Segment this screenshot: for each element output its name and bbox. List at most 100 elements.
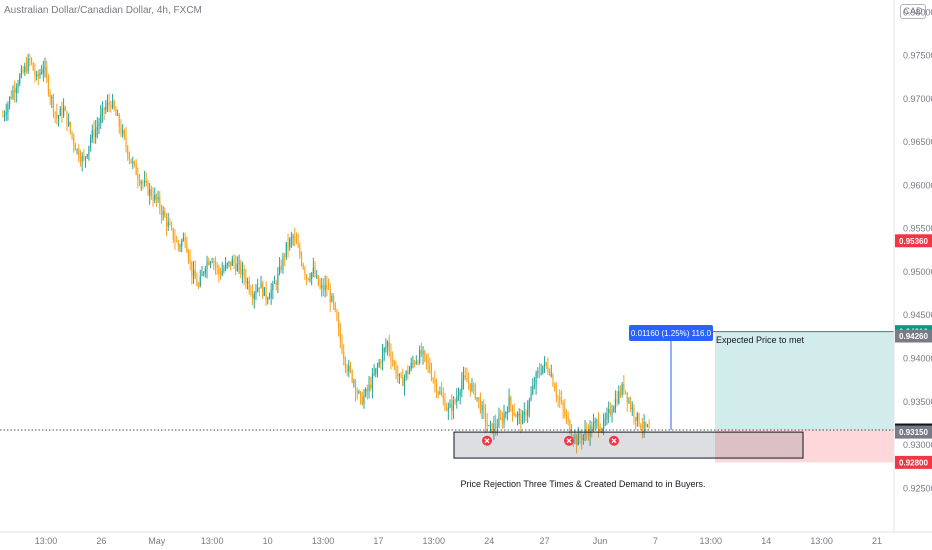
candle-body [441, 391, 443, 396]
candle-body [597, 420, 600, 430]
loss-zone [715, 430, 894, 463]
x-tick-label: 10 [263, 536, 273, 546]
candle-body [387, 342, 389, 347]
candle-body [24, 66, 26, 73]
candle-body [537, 371, 539, 373]
candle-body [83, 155, 85, 159]
candle-body [145, 180, 147, 183]
candle-body [636, 413, 638, 421]
candle-body [506, 412, 508, 414]
candle-body [633, 407, 635, 418]
candle-body [59, 108, 61, 117]
x-tick-label: 17 [373, 536, 383, 546]
candle-body [393, 362, 395, 366]
candle-body [538, 371, 541, 374]
candle-body [474, 384, 476, 399]
price-tag-box [895, 425, 932, 439]
candle-body [390, 351, 392, 360]
candle-body [14, 90, 16, 93]
candle-body [447, 407, 449, 411]
candle-body [155, 194, 157, 200]
candle-body [5, 112, 7, 115]
candle-body [640, 425, 642, 428]
candle-body [545, 362, 547, 367]
candle-body [365, 388, 367, 396]
candle-body [454, 400, 456, 403]
candle-body [351, 370, 353, 382]
candle-body [160, 208, 163, 216]
candle-body [405, 371, 407, 378]
candle-body [462, 375, 465, 381]
measure-label: 0.01160 (1.25%) 116.0 [631, 329, 712, 338]
candle-body [468, 381, 470, 384]
candle-body [257, 287, 259, 292]
overlays-layer: 0.01160 (1.25%) 116.0 Expected Price to m… [0, 325, 894, 489]
candle-body [549, 371, 551, 375]
candle-body [439, 391, 441, 394]
candle-body [91, 130, 93, 139]
candle-body [483, 404, 485, 411]
candle-body [71, 131, 73, 137]
candle-body [255, 291, 257, 294]
candle-body [90, 138, 92, 146]
candle-body [157, 197, 159, 200]
candle-body [194, 269, 196, 279]
candle-body [46, 67, 48, 78]
candle-body [279, 266, 281, 274]
x-tick-label: 21 [872, 536, 882, 546]
candle-body [643, 421, 645, 429]
candle-body [225, 264, 227, 270]
candle-body [54, 112, 56, 114]
candle-body [338, 320, 340, 329]
candle-body [118, 114, 120, 127]
candle-body [574, 435, 576, 439]
candle-body [344, 358, 346, 367]
candle-body [516, 414, 519, 418]
candle-body [198, 285, 200, 287]
candle-body [137, 174, 139, 180]
candle-body [334, 303, 336, 311]
x-tick-label: 13:00 [35, 536, 58, 546]
candle-body [503, 414, 505, 424]
candle-body [245, 277, 247, 283]
candle-body [258, 287, 260, 289]
candle-body [273, 282, 276, 284]
candle-body [408, 368, 411, 375]
x-tick-label: 7 [653, 536, 658, 546]
candle-body [98, 123, 100, 128]
candle-body [398, 373, 400, 376]
candle-body [86, 154, 88, 158]
candle-body [162, 211, 164, 216]
candle-body [120, 126, 122, 134]
candle-body [354, 381, 357, 392]
candle-body [360, 391, 362, 397]
candle-body [555, 390, 557, 397]
candle-body [106, 102, 109, 107]
candle-body [500, 417, 502, 419]
candle-body [648, 426, 650, 428]
x-tick-label: 13:00 [201, 536, 224, 546]
candle-body [96, 127, 98, 130]
candle-body [392, 359, 394, 363]
candle-body [449, 403, 451, 408]
candle-body [127, 146, 129, 156]
candle-body [572, 436, 574, 439]
time-axis: 13:00 26 May 13:00 10 13:00 17 13:00 24 27 Jun 7 13:… [0, 531, 932, 546]
candle-body [570, 432, 573, 437]
candle-body [417, 361, 419, 363]
candle-body [356, 391, 358, 393]
candle-body [196, 278, 198, 286]
currency-badge[interactable]: CAD [900, 4, 926, 19]
candle-body [123, 130, 125, 137]
candle-body [624, 390, 627, 393]
candle-body [226, 263, 228, 265]
candle-body [74, 144, 76, 151]
candle-body [594, 421, 596, 424]
candle-body [316, 275, 318, 277]
candle-body [218, 267, 220, 275]
